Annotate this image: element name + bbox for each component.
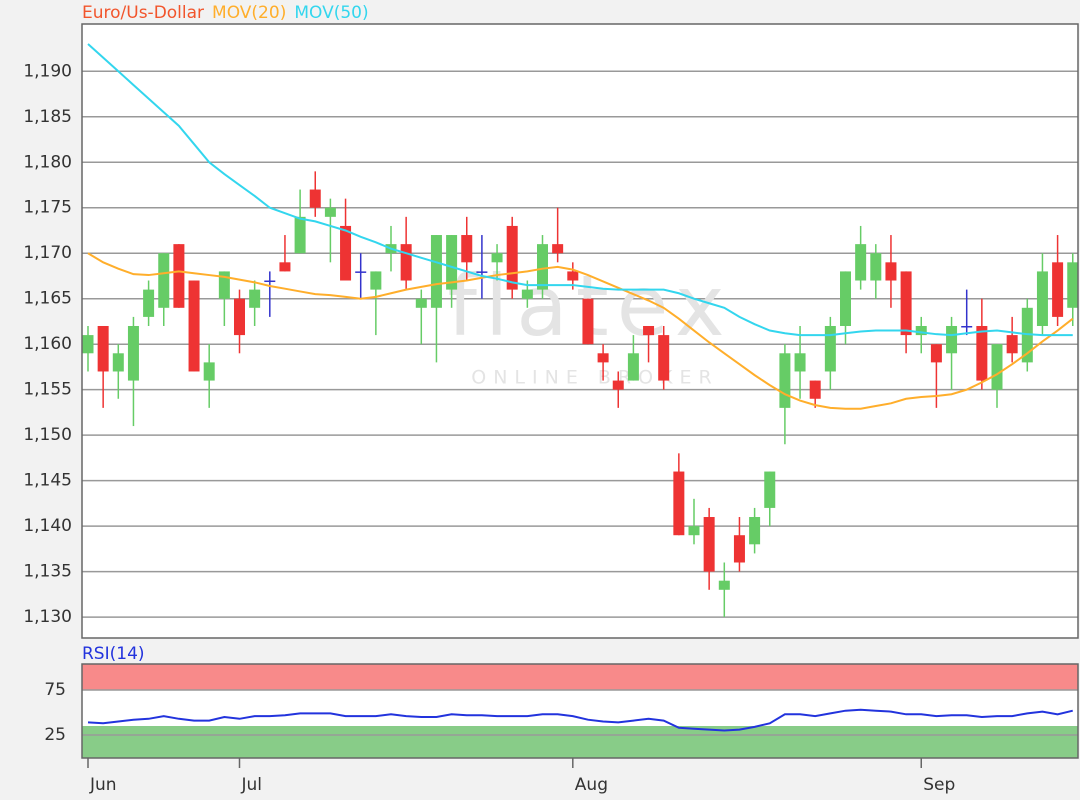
watermark-sub: ONLINE BROKER [471, 367, 718, 389]
candle-body [158, 253, 170, 308]
candle-body [188, 280, 200, 372]
candle-body [309, 189, 321, 208]
candle-body [506, 225, 518, 290]
candle-body [582, 298, 594, 345]
candle-body [870, 253, 882, 281]
y-tick-label: 25 [44, 725, 66, 745]
candle-body [340, 225, 352, 281]
candle-body [885, 262, 897, 281]
rsi-line [87, 708, 1073, 732]
overbought-band [82, 664, 1078, 690]
candle-body [703, 517, 715, 572]
price-panel: 1,130 1,135 1,140 1,145 1,150 1,155 1,160 1,165… [23, 3, 1079, 795]
candle-body [400, 244, 412, 281]
candle-body [597, 353, 609, 363]
candle-body [1006, 335, 1018, 354]
candle-body [264, 280, 276, 283]
candle-body [1052, 262, 1064, 317]
candle-body [355, 271, 367, 273]
x-tick-label: Jul [241, 775, 263, 795]
y-tick-label: 1,180 [23, 152, 72, 172]
y-tick-label: 1,185 [23, 107, 72, 127]
candle-body [900, 271, 912, 336]
plot-border [81, 23, 1079, 639]
legend-entry: MOV(20) [212, 3, 286, 23]
y-tick-label: 1,140 [23, 516, 72, 536]
moving-average-line [87, 43, 1073, 337]
plot-border [81, 663, 1079, 759]
candle-body [627, 353, 639, 381]
y-tick-label: 1,160 [23, 334, 72, 354]
candle-body [521, 289, 533, 299]
candle-body [249, 289, 261, 308]
candle-body [658, 335, 670, 381]
candle-body [824, 325, 836, 372]
candle-body [794, 353, 806, 372]
candle-body [779, 353, 791, 408]
x-tick-label: Sep [923, 775, 955, 795]
candle-body [173, 244, 185, 308]
candle-body [976, 325, 988, 381]
candle-body [733, 535, 745, 563]
candle-body [840, 271, 851, 326]
candle-body [915, 325, 927, 336]
candle-body [612, 380, 624, 390]
panel-label: RSI(14) [82, 644, 145, 664]
y-tick-label: 1,155 [23, 380, 72, 400]
candle-body [567, 271, 579, 281]
oversold-band [82, 726, 1078, 758]
candle-body [127, 325, 139, 381]
y-tick-label: 1,175 [23, 198, 72, 218]
candle-body [930, 344, 942, 363]
y-tick-label: 1,170 [23, 243, 72, 263]
x-tick-label: Aug [575, 775, 608, 795]
candle-body [688, 526, 700, 536]
y-tick-label: 1,135 [23, 562, 72, 582]
candle-body [1036, 271, 1048, 326]
candle-body [82, 335, 94, 354]
candle-body [294, 216, 306, 254]
candle-body [961, 325, 973, 328]
candle-body [764, 471, 776, 508]
candle-body [143, 289, 155, 317]
candle-body [234, 298, 245, 336]
candle-body [415, 298, 427, 308]
candle-body [370, 271, 382, 290]
candle-body [218, 271, 230, 299]
candle-body [991, 344, 1003, 390]
rsi-panel: 25 75 RSI(14) [44, 644, 1079, 759]
candle-body [203, 362, 215, 381]
candle-body [112, 353, 124, 372]
y-tick-label: 1,145 [23, 471, 72, 491]
candle-body [491, 253, 503, 263]
candle-body [97, 325, 109, 372]
candle-body [946, 325, 958, 354]
candle-body [446, 235, 458, 290]
legend-entry: Euro/Us-Dollar [82, 3, 204, 23]
x-tick-label: Jun [89, 775, 117, 795]
candle-body [476, 271, 488, 273]
candle-body [673, 471, 685, 536]
y-tick-label: 1,150 [23, 425, 72, 445]
y-tick-label: 75 [44, 680, 66, 700]
candle-body [552, 244, 564, 254]
candle-body [1067, 262, 1079, 308]
candle-body [718, 580, 730, 590]
candle-body [461, 235, 473, 263]
y-tick-label: 1,130 [23, 607, 72, 627]
candle-body [749, 517, 761, 545]
y-tick-label: 1,190 [23, 61, 72, 81]
candle-body [809, 380, 821, 399]
candle-body [855, 244, 867, 281]
moving-average-line [87, 252, 1074, 410]
candle-body [430, 235, 442, 308]
candle-body [324, 207, 336, 217]
candle-body [279, 262, 291, 272]
legend-entry: MOV(50) [294, 3, 368, 23]
candle-body [643, 325, 655, 336]
candle-body [537, 244, 548, 290]
y-tick-label: 1,165 [23, 289, 72, 309]
